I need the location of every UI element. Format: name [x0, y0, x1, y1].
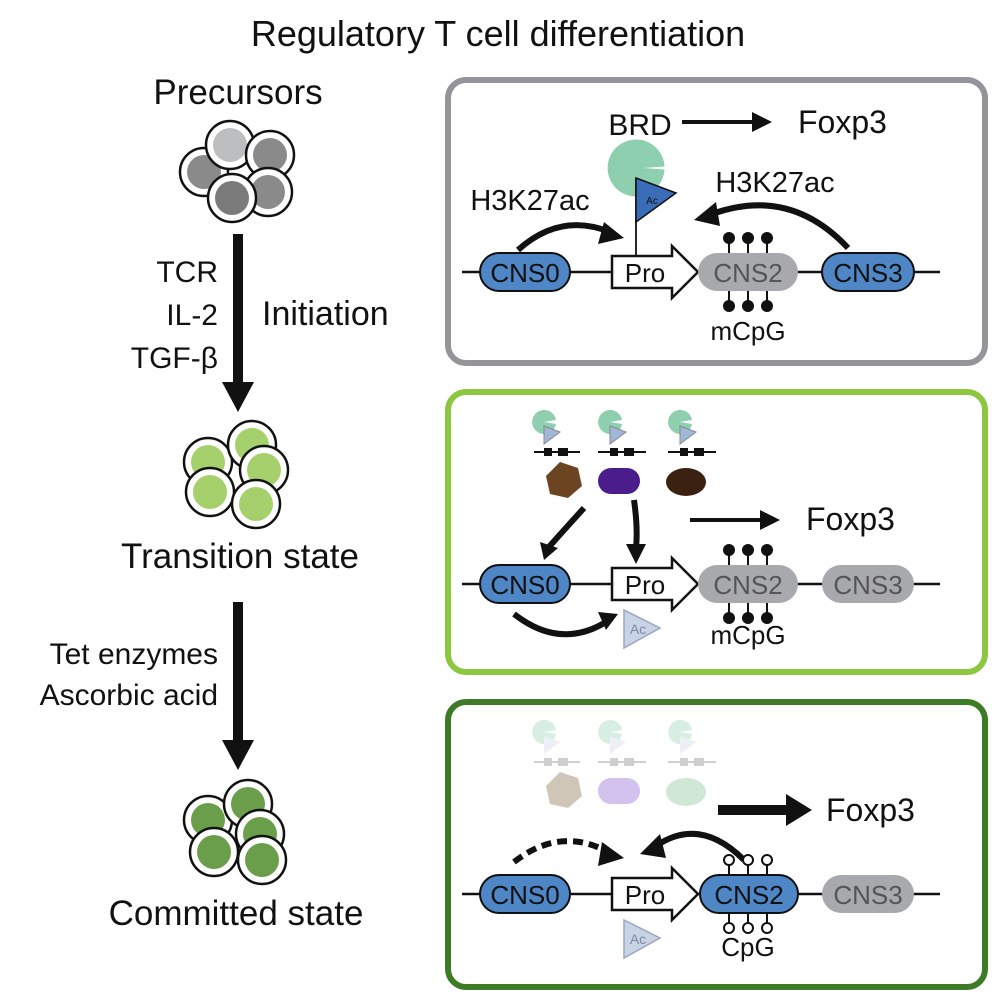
panel-transition-locus: Foxp3 CNS0 Pro Ac CNS2 mCpG CNS3	[445, 389, 988, 675]
cpg-label-3: CpG	[721, 932, 774, 962]
mcpg-label-2: mCpG	[710, 620, 785, 650]
cns0-element-2	[479, 564, 571, 604]
diagram-title: Regulatory T cell differentiation	[251, 13, 745, 54]
ac-label-2: Ac	[630, 621, 646, 637]
cns3-element-2	[822, 565, 914, 603]
signal-ascorbic: Ascorbic acid	[40, 679, 218, 712]
cns2-element-2	[698, 565, 798, 603]
panel-committed-locus: Foxp3 CNS0 Pro Ac CNS2 CpG CNS3	[445, 699, 988, 990]
cns3-label: CNS3	[833, 258, 902, 288]
promoter-element-2	[610, 554, 700, 614]
panel-precursor-locus: BRD Foxp3 Ac H3K27ac H3K27ac CNS0 Pro CN…	[445, 77, 988, 366]
cns0-label: CNS0	[490, 258, 559, 288]
cns2-label: CNS2	[713, 258, 782, 288]
stage-label-transition: Transition state	[121, 537, 359, 576]
foxp3-label-2: Foxp3	[806, 501, 895, 537]
signal-tcr: TCR	[156, 256, 218, 289]
signal-tgfb: TGF-β	[131, 342, 218, 375]
cns0-label-2: CNS0	[490, 570, 559, 600]
cns3-label-3: CNS3	[833, 880, 902, 910]
h3k27ac-right-label: H3K27ac	[715, 167, 834, 199]
pro-label: Pro	[625, 258, 665, 288]
brd-label: BRD	[608, 109, 671, 142]
cns0-element-3	[479, 874, 571, 914]
mcpg-label: mCpG	[710, 316, 785, 346]
pro-label-2: Pro	[625, 570, 665, 600]
cns3-label-2: CNS3	[833, 570, 902, 600]
signal-tet: Tet enzymes	[50, 638, 218, 671]
promoter-element	[610, 242, 700, 302]
faded-factor-complexes	[532, 720, 716, 766]
factor-complexes	[532, 409, 716, 498]
pro-label-3: Pro	[625, 880, 665, 910]
cell-cluster-committed	[182, 778, 288, 886]
cns2-element	[698, 253, 798, 291]
ac-flag-3	[623, 918, 662, 960]
ac-flag-2	[623, 608, 662, 650]
initiation-label: Initiation	[262, 295, 389, 333]
cns3-element	[821, 252, 915, 292]
signal-il2: IL-2	[166, 299, 218, 332]
cns2-label-2: CNS2	[713, 570, 782, 600]
ac-flag	[635, 176, 678, 224]
cell-cluster-precursors	[178, 119, 296, 224]
foxp3-label: Foxp3	[798, 104, 887, 140]
ac-label-3: Ac	[630, 931, 646, 947]
cell-cluster-transition	[182, 419, 290, 530]
cns3-element-3	[822, 875, 914, 913]
stage-label-committed: Committed state	[109, 894, 364, 933]
cns0-element	[479, 252, 571, 292]
ac-label: Ac	[646, 196, 658, 207]
h3k27ac-left-label: H3K27ac	[470, 185, 589, 217]
cns0-label-3: CNS0	[490, 880, 559, 910]
stage-label-precursors: Precursors	[153, 73, 322, 112]
promoter-element-3	[610, 864, 700, 924]
foxp3-label-3: Foxp3	[826, 792, 915, 828]
cns2-label-3: CNS2	[714, 880, 783, 910]
